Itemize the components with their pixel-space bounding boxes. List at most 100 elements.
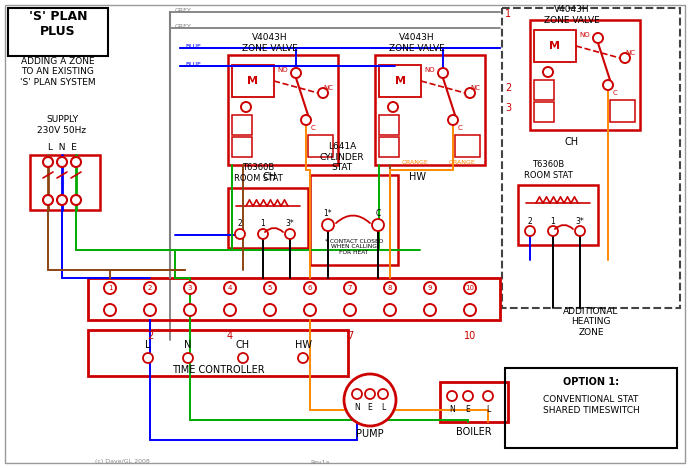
Circle shape: [365, 389, 375, 399]
Text: 3*: 3*: [286, 219, 295, 228]
Circle shape: [575, 226, 585, 236]
Text: L: L: [381, 403, 385, 412]
Bar: [88, 330, 348, 376]
Text: V4043H
ZONE VALVE: V4043H ZONE VALVE: [242, 33, 298, 53]
Circle shape: [104, 304, 116, 316]
Circle shape: [464, 304, 476, 316]
Text: L: L: [146, 340, 150, 350]
Text: BOILER: BOILER: [456, 427, 492, 437]
Text: 1: 1: [261, 219, 266, 228]
Circle shape: [463, 391, 473, 401]
Text: C: C: [375, 209, 381, 218]
Circle shape: [291, 68, 301, 78]
Bar: [379, 137, 399, 157]
Bar: [534, 102, 554, 122]
Text: TIME CONTROLLER: TIME CONTROLLER: [172, 365, 264, 375]
Text: 10: 10: [466, 285, 475, 291]
Circle shape: [264, 282, 276, 294]
Circle shape: [372, 219, 384, 231]
Text: NO: NO: [424, 67, 435, 73]
Circle shape: [43, 157, 53, 167]
Circle shape: [43, 195, 53, 205]
Text: L  N  E: L N E: [48, 144, 77, 153]
Text: N: N: [449, 405, 455, 415]
Bar: [228, 55, 338, 165]
Circle shape: [438, 68, 448, 78]
Circle shape: [388, 102, 398, 112]
Circle shape: [224, 304, 236, 316]
Text: NC: NC: [323, 85, 333, 91]
Circle shape: [525, 226, 535, 236]
Text: NC: NC: [470, 85, 480, 91]
Bar: [232, 65, 274, 97]
Circle shape: [184, 304, 196, 316]
Text: CH: CH: [236, 340, 250, 350]
Bar: [530, 20, 640, 130]
Text: 4: 4: [227, 331, 233, 341]
Circle shape: [264, 304, 276, 316]
Text: ADDING A ZONE
TO AN EXISTING
'S' PLAN SYSTEM: ADDING A ZONE TO AN EXISTING 'S' PLAN SY…: [20, 57, 96, 87]
Text: * CONTACT CLOSED
WHEN CALLING
FOR HEAT: * CONTACT CLOSED WHEN CALLING FOR HEAT: [325, 239, 383, 256]
Circle shape: [71, 195, 81, 205]
Text: GREY: GREY: [175, 7, 192, 13]
Text: ORANGE: ORANGE: [402, 161, 428, 166]
Text: 1: 1: [108, 285, 112, 291]
Circle shape: [543, 67, 553, 77]
Text: N: N: [184, 340, 192, 350]
Circle shape: [258, 229, 268, 239]
Circle shape: [71, 157, 81, 167]
Bar: [379, 65, 421, 97]
Circle shape: [464, 282, 476, 294]
Text: Rev1a: Rev1a: [310, 460, 330, 465]
Bar: [534, 30, 576, 62]
Text: 1: 1: [551, 217, 555, 226]
Text: C: C: [310, 125, 315, 131]
Text: 7: 7: [348, 285, 353, 291]
Bar: [88, 278, 500, 320]
Bar: [310, 175, 398, 265]
Circle shape: [378, 389, 388, 399]
Circle shape: [465, 88, 475, 98]
Text: CH: CH: [263, 172, 277, 182]
Text: 3: 3: [505, 103, 511, 113]
Bar: [518, 185, 598, 245]
Bar: [308, 135, 333, 157]
Text: HW: HW: [295, 340, 311, 350]
Circle shape: [144, 282, 156, 294]
Text: 10: 10: [464, 331, 476, 341]
Bar: [505, 368, 677, 448]
Text: 2: 2: [147, 331, 153, 341]
Text: M: M: [549, 41, 560, 51]
Text: E: E: [368, 403, 373, 412]
Circle shape: [143, 353, 153, 363]
Bar: [228, 188, 308, 248]
Circle shape: [424, 304, 436, 316]
Text: BLUE: BLUE: [185, 44, 201, 49]
Text: 8: 8: [388, 285, 392, 291]
Text: 9: 9: [428, 285, 432, 291]
Circle shape: [304, 304, 316, 316]
Circle shape: [384, 304, 396, 316]
Circle shape: [285, 229, 295, 239]
Circle shape: [344, 374, 396, 426]
Circle shape: [304, 282, 316, 294]
Text: 1*: 1*: [324, 209, 333, 218]
Circle shape: [301, 115, 311, 125]
Text: CH: CH: [565, 137, 579, 147]
Bar: [534, 80, 554, 100]
Bar: [232, 137, 252, 157]
Text: 4: 4: [228, 285, 233, 291]
Text: NC: NC: [625, 50, 635, 56]
Text: T6360B
ROOM STAT: T6360B ROOM STAT: [234, 163, 282, 183]
Circle shape: [104, 282, 116, 294]
Text: HW: HW: [408, 172, 426, 182]
Bar: [502, 8, 680, 308]
Text: 2: 2: [148, 285, 152, 291]
Text: NO: NO: [580, 32, 591, 38]
Text: 2: 2: [505, 83, 511, 93]
Text: C: C: [457, 125, 462, 131]
Circle shape: [57, 157, 67, 167]
Bar: [610, 100, 635, 122]
Bar: [375, 55, 485, 165]
Circle shape: [447, 391, 457, 401]
